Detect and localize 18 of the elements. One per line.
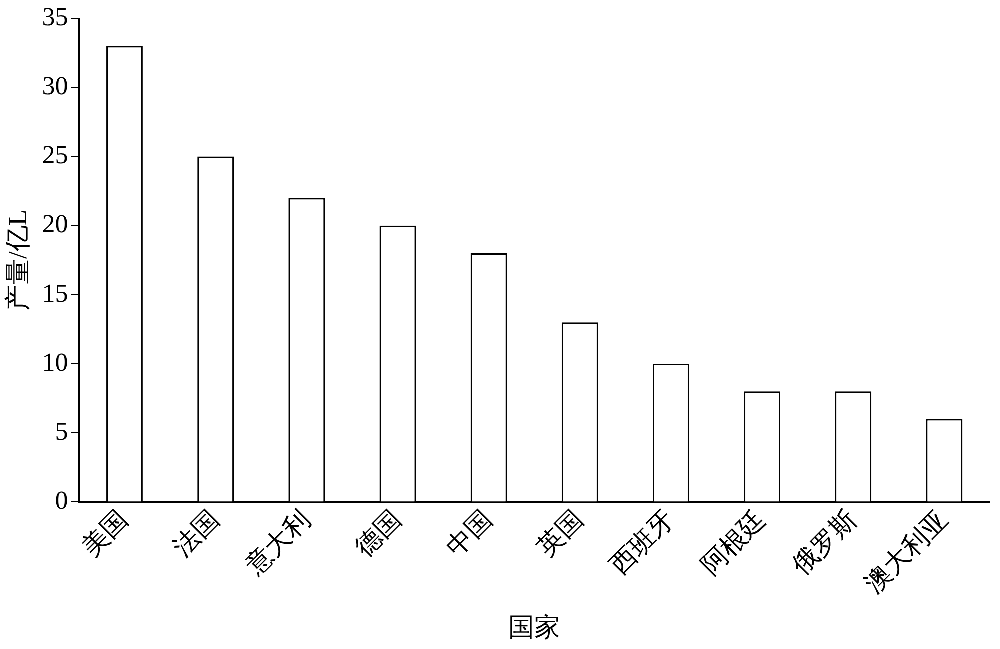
x-tick-label: 阿根廷	[696, 504, 772, 580]
x-tick-label: 西班牙	[604, 504, 680, 580]
y-tick-label: 25	[42, 140, 68, 170]
x-tick-label: 法国	[168, 504, 225, 562]
x-tick-label: 中国	[440, 504, 498, 562]
x-axis-title: 国家	[508, 613, 561, 642]
y-tick-label: 20	[42, 210, 68, 239]
y-tick-label: 5	[55, 416, 68, 446]
x-tick-label: 意大利	[240, 504, 316, 582]
y-tick-label: 10	[42, 348, 68, 377]
y-tick-label: 15	[42, 278, 68, 308]
x-tick-label: 德国	[350, 504, 408, 562]
x-tick-label: 英国	[532, 504, 590, 562]
y-tick-label: 35	[42, 2, 68, 32]
y-tick-label: 0	[55, 486, 68, 516]
y-tick-label: 30	[42, 72, 68, 101]
y-axis-title: 产量/亿L	[3, 210, 32, 311]
x-tick-label: 美国	[76, 504, 134, 562]
